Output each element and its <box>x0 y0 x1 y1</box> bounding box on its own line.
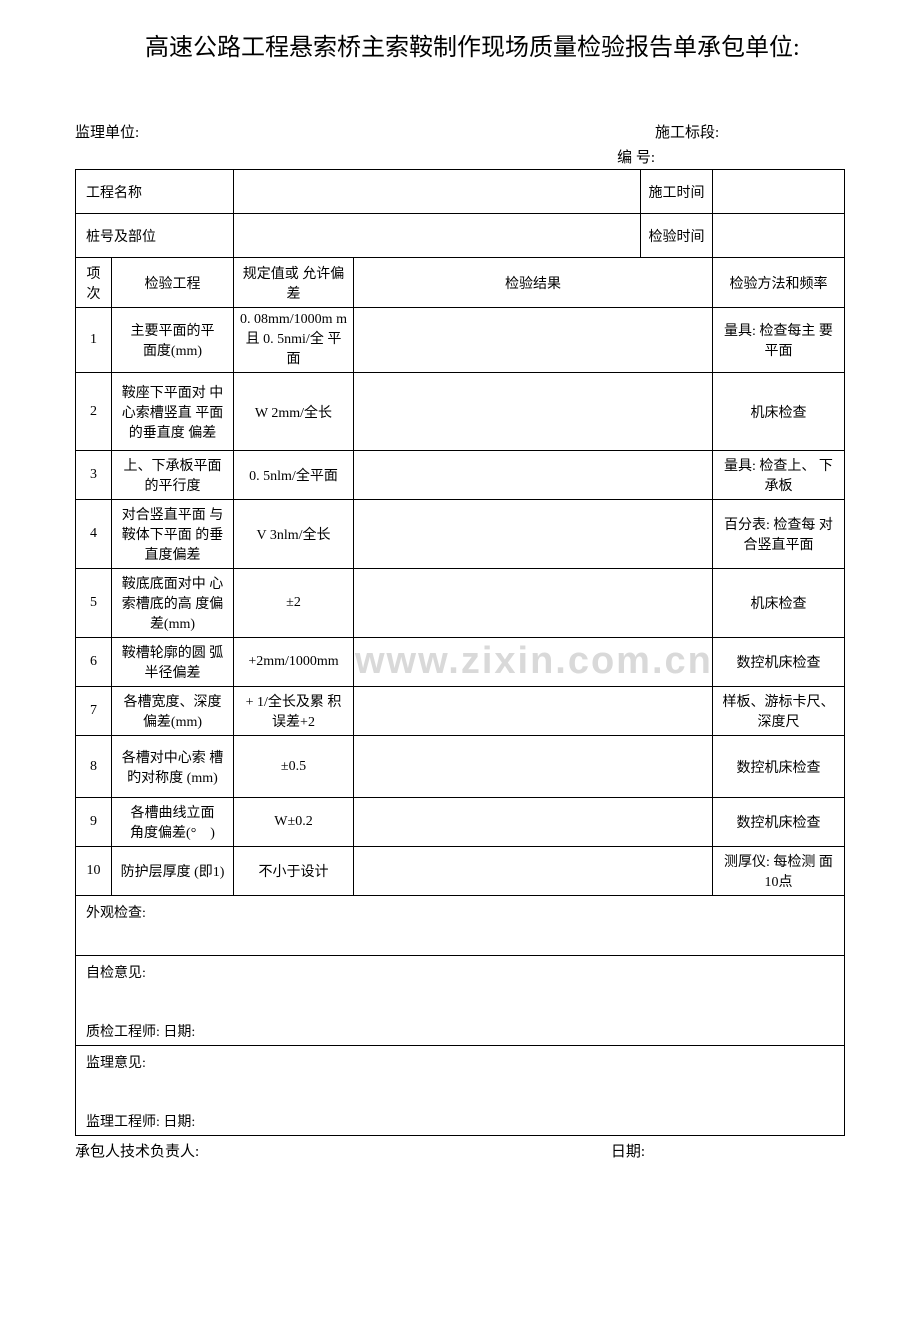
item-spec-cell: W±0.2 <box>234 798 354 847</box>
item-spec-cell: 0. 08mm/1000m m 且 0. 5nmi/全 平面 <box>234 308 354 373</box>
construction-time-label: 施工时间 <box>641 170 713 214</box>
item-method-cell: 数控机床检查 <box>713 798 845 847</box>
appearance-check-label: 外观检查: <box>86 906 146 921</box>
supervision-cell[interactable]: 监理意见: 监理工程师: 日期: <box>76 1046 845 1136</box>
supervision-label: 监理意见: <box>86 1056 146 1071</box>
item-method-cell: 机床检查 <box>713 569 845 638</box>
item-spec-cell: +2mm/1000mm <box>234 638 354 687</box>
document-title: 高速公路工程悬索桥主索鞍制作现场质量检验报告单承包单位: <box>145 30 845 66</box>
item-result-cell[interactable] <box>354 451 713 500</box>
item-method-cell: 量具: 检查上、 下承板 <box>713 451 845 500</box>
pile-position-value[interactable] <box>234 214 641 258</box>
method-header: 检验方法和频率 <box>713 258 845 308</box>
item-spec-cell: V 3nlm/全长 <box>234 500 354 569</box>
item-result-cell[interactable] <box>354 308 713 373</box>
item-result-cell[interactable] <box>354 500 713 569</box>
seq-header: 项 次 <box>76 258 112 308</box>
table-row: 2 鞍座下平面对 中心索槽竖直 平面的垂直度 偏差 W 2mm/全长 机床检查 <box>76 373 845 451</box>
item-name-cell: 鞍底底面对中 心索槽底的高 度偏差(mm) <box>112 569 234 638</box>
info-row-pile: 桩号及部位 检验时间 <box>76 214 845 258</box>
item-name-cell: 防护层厚度 (即1) <box>112 847 234 896</box>
inspection-time-value[interactable] <box>713 214 845 258</box>
footer-date-label: 日期: <box>611 1140 845 1161</box>
item-spec-cell: ±2 <box>234 569 354 638</box>
supervisor-unit-label: 监理单位: <box>75 121 655 142</box>
table-row: 10 防护层厚度 (即1) 不小于设计 测厚仪: 每检测 面10点 <box>76 847 845 896</box>
item-name-cell: 各槽曲线立面 角度偏差(° ) <box>112 798 234 847</box>
item-result-cell[interactable] <box>354 687 713 736</box>
item-result-cell[interactable] <box>354 798 713 847</box>
item-spec-cell: 0. 5nlm/全平面 <box>234 451 354 500</box>
item-spec-cell: + 1/全长及累 积误差+2 <box>234 687 354 736</box>
project-name-value[interactable] <box>234 170 641 214</box>
item-method-cell: 样板、游标卡尺、 深度尺 <box>713 687 845 736</box>
item-method-cell: 数控机床检查 <box>713 638 845 687</box>
self-check-row: 自检意见: 质检工程师: 日期: <box>76 956 845 1046</box>
seq-cell: 8 <box>76 736 112 798</box>
self-check-cell[interactable]: 自检意见: 质检工程师: 日期: <box>76 956 845 1046</box>
result-header: 检验结果 <box>354 258 713 308</box>
item-spec-cell: ±0.5 <box>234 736 354 798</box>
item-spec-cell: W 2mm/全长 <box>234 373 354 451</box>
seq-cell: 9 <box>76 798 112 847</box>
table-row: 1 主要平面的平 面度(mm) 0. 08mm/1000m m 且 0. 5nm… <box>76 308 845 373</box>
table-row: 9 各槽曲线立面 角度偏差(° ) W±0.2 数控机床检查 <box>76 798 845 847</box>
item-method-cell: 量具: 检查每主 要平面 <box>713 308 845 373</box>
appearance-check-cell[interactable]: 外观检查: <box>76 896 845 956</box>
item-name-cell: 鞍座下平面对 中心索槽竖直 平面的垂直度 偏差 <box>112 373 234 451</box>
self-check-label: 自检意见: <box>86 966 146 981</box>
table-row: 5 鞍底底面对中 心索槽底的高 度偏差(mm) ±2 机床检查 <box>76 569 845 638</box>
item-name-cell: 上、下承板平面 的平行度 <box>112 451 234 500</box>
item-name-cell: 对合竖直平面 与鞍体下平面 的垂直度偏差 <box>112 500 234 569</box>
item-name-cell: 各槽对中心索 槽旳对称度 (mm) <box>112 736 234 798</box>
seq-cell: 5 <box>76 569 112 638</box>
qc-engineer-label: 质检工程师: 日期: <box>86 1021 195 1041</box>
item-method-cell: 测厚仪: 每检测 面10点 <box>713 847 845 896</box>
table-row: 6 鞍槽轮廓的圆 弧半径偏差 +2mm/1000mm 数控机床检查 <box>76 638 845 687</box>
inspection-time-label: 检验时间 <box>641 214 713 258</box>
check-project-header: 检验工程 <box>112 258 234 308</box>
table-row: 3 上、下承板平面 的平行度 0. 5nlm/全平面 量具: 检查上、 下承板 <box>76 451 845 500</box>
item-method-cell: 数控机床检查 <box>713 736 845 798</box>
spec-header: 规定值或 允许偏差 <box>234 258 354 308</box>
item-result-cell[interactable] <box>354 373 713 451</box>
project-name-label: 工程名称 <box>76 170 234 214</box>
appearance-check-row: 外观检查: <box>76 896 845 956</box>
inspection-table: 工程名称 施工时间 桩号及部位 检验时间 项 次 检验工程 规定值或 允许偏差 … <box>75 169 845 1136</box>
item-result-cell[interactable] <box>354 638 713 687</box>
info-row-project: 工程名称 施工时间 <box>76 170 845 214</box>
item-name-cell: 鞍槽轮廓的圆 弧半径偏差 <box>112 638 234 687</box>
construction-section-label: 施工标段: <box>655 121 845 142</box>
item-name-cell: 各槽宽度、深度 偏差(mm) <box>112 687 234 736</box>
seq-cell: 10 <box>76 847 112 896</box>
seq-cell: 4 <box>76 500 112 569</box>
table-row: 7 各槽宽度、深度 偏差(mm) + 1/全长及累 积误差+2 样板、游标卡尺、… <box>76 687 845 736</box>
check-header-row: 项 次 检验工程 规定值或 允许偏差 检验结果 检验方法和频率 <box>76 258 845 308</box>
item-result-cell[interactable] <box>354 736 713 798</box>
item-result-cell[interactable] <box>354 569 713 638</box>
seq-cell: 2 <box>76 373 112 451</box>
construction-time-value[interactable] <box>713 170 845 214</box>
seq-cell: 6 <box>76 638 112 687</box>
contractor-tech-label: 承包人技术负责人: <box>75 1140 199 1161</box>
supervision-engineer-label: 监理工程师: 日期: <box>86 1111 195 1131</box>
item-method-cell: 机床检查 <box>713 373 845 451</box>
document-number-label: 编 号: <box>617 146 655 167</box>
seq-cell: 1 <box>76 308 112 373</box>
table-row: 8 各槽对中心索 槽旳对称度 (mm) ±0.5 数控机床检查 <box>76 736 845 798</box>
pile-position-label: 桩号及部位 <box>76 214 234 258</box>
supervision-row: 监理意见: 监理工程师: 日期: <box>76 1046 845 1136</box>
table-row: 4 对合竖直平面 与鞍体下平面 的垂直度偏差 V 3nlm/全长 百分表: 检查… <box>76 500 845 569</box>
seq-cell: 3 <box>76 451 112 500</box>
item-result-cell[interactable] <box>354 847 713 896</box>
item-name-cell: 主要平面的平 面度(mm) <box>112 308 234 373</box>
item-spec-cell: 不小于设计 <box>234 847 354 896</box>
item-method-cell: 百分表: 检查每 对合竖直平面 <box>713 500 845 569</box>
seq-cell: 7 <box>76 687 112 736</box>
